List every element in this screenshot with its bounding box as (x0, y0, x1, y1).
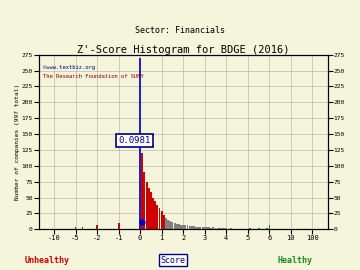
Bar (215, 228, 216, 229)
Bar (176, 224, 178, 229)
Bar (223, 228, 225, 229)
Bar (154, 201, 156, 229)
Bar (180, 225, 182, 229)
Text: Score: Score (160, 256, 185, 265)
Bar (212, 227, 214, 229)
Bar (150, 193, 152, 229)
Bar (186, 225, 189, 229)
Bar (193, 226, 195, 229)
Text: 0.0981: 0.0981 (118, 136, 151, 145)
Bar (269, 225, 270, 229)
Bar (219, 228, 221, 229)
Text: ©www.textbiz.org: ©www.textbiz.org (43, 66, 95, 70)
Bar (191, 226, 193, 229)
Text: The Research Foundation of SUNY: The Research Foundation of SUNY (43, 74, 144, 79)
Bar (174, 223, 176, 229)
Bar (118, 223, 120, 229)
Bar (217, 228, 219, 229)
Bar (148, 188, 150, 229)
Text: Unhealthy: Unhealthy (24, 256, 69, 265)
Bar (178, 224, 180, 229)
Text: Healthy: Healthy (278, 256, 313, 265)
Bar (204, 227, 206, 229)
Bar (96, 225, 98, 229)
Bar (163, 215, 165, 229)
Bar (258, 228, 260, 229)
Bar (158, 208, 161, 229)
Bar (152, 198, 154, 229)
Bar (75, 227, 76, 229)
Bar (143, 172, 145, 229)
Bar (145, 182, 148, 229)
Y-axis label: Number of companies (997 total): Number of companies (997 total) (15, 84, 20, 200)
Bar (221, 228, 223, 229)
Bar (230, 228, 231, 229)
Bar (141, 153, 143, 229)
Text: Sector: Financials: Sector: Financials (135, 26, 225, 35)
Bar (202, 227, 203, 229)
Bar (197, 227, 199, 229)
Bar (189, 226, 191, 229)
Bar (206, 227, 208, 229)
Bar (208, 227, 210, 229)
Bar (210, 228, 212, 229)
Bar (195, 227, 197, 229)
Bar (139, 58, 141, 229)
Bar (199, 227, 201, 229)
Title: Z'-Score Histogram for BDGE (2016): Z'-Score Histogram for BDGE (2016) (77, 45, 289, 55)
Bar (161, 211, 163, 229)
Bar (82, 227, 83, 229)
Bar (182, 225, 184, 229)
Bar (184, 225, 186, 229)
Bar (249, 228, 251, 229)
Bar (165, 218, 167, 229)
Bar (169, 221, 171, 229)
Bar (167, 220, 169, 229)
Bar (156, 205, 158, 229)
Bar (266, 228, 268, 229)
Bar (225, 228, 227, 229)
Bar (171, 222, 174, 229)
